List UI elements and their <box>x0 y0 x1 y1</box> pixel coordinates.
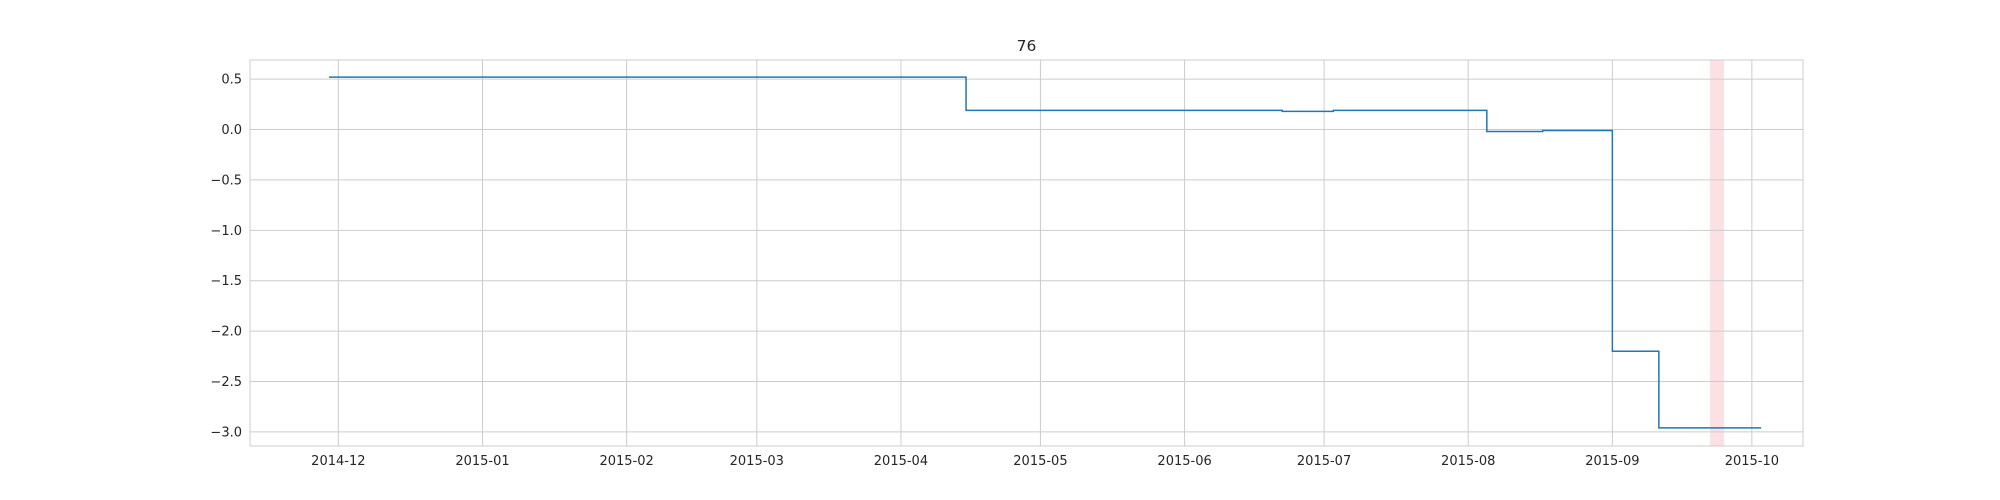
series-line-0 <box>329 76 1762 429</box>
y-tick-label: 0.5 <box>221 73 242 88</box>
y-tick-label: −1.5 <box>210 274 242 289</box>
chart-title: 76 <box>1017 37 1037 55</box>
highlight-layer <box>1710 60 1724 446</box>
y-tick-label: 0.0 <box>221 123 242 138</box>
x-tick-label: 2015-04 <box>874 454 928 469</box>
x-tick-label: 2015-07 <box>1297 454 1351 469</box>
y-tick-label: −3.0 <box>210 425 242 440</box>
y-tick-label: −1.0 <box>210 224 242 239</box>
grid-layer <box>250 60 1803 446</box>
y-tick-labels: 0.5 0.0 −0.5 −1.0 −1.5 −2.0 −2.5 −3.0 <box>210 73 242 441</box>
x-tick-label: 2014-12 <box>311 454 365 469</box>
series-layer <box>329 76 1762 429</box>
x-tick-label: 2015-01 <box>455 454 509 469</box>
x-tick-label: 2015-08 <box>1441 454 1495 469</box>
y-tick-label: −0.5 <box>210 173 242 188</box>
x-tick-label: 2015-10 <box>1725 454 1779 469</box>
x-tick-labels: 2014-12 2015-01 2015-02 2015-03 2015-04 2015-… <box>311 454 1779 469</box>
y-tick-label: −2.0 <box>210 325 242 340</box>
plot-frame <box>249 59 1804 447</box>
x-tick-label: 2015-09 <box>1585 454 1639 469</box>
x-tick-label: 2015-05 <box>1013 454 1067 469</box>
y-tick-label: −2.5 <box>210 375 242 390</box>
highlight-span <box>1710 60 1724 446</box>
x-tick-label: 2015-03 <box>730 454 784 469</box>
x-tick-label: 2015-02 <box>599 454 653 469</box>
x-tick-label: 2015-06 <box>1157 454 1211 469</box>
